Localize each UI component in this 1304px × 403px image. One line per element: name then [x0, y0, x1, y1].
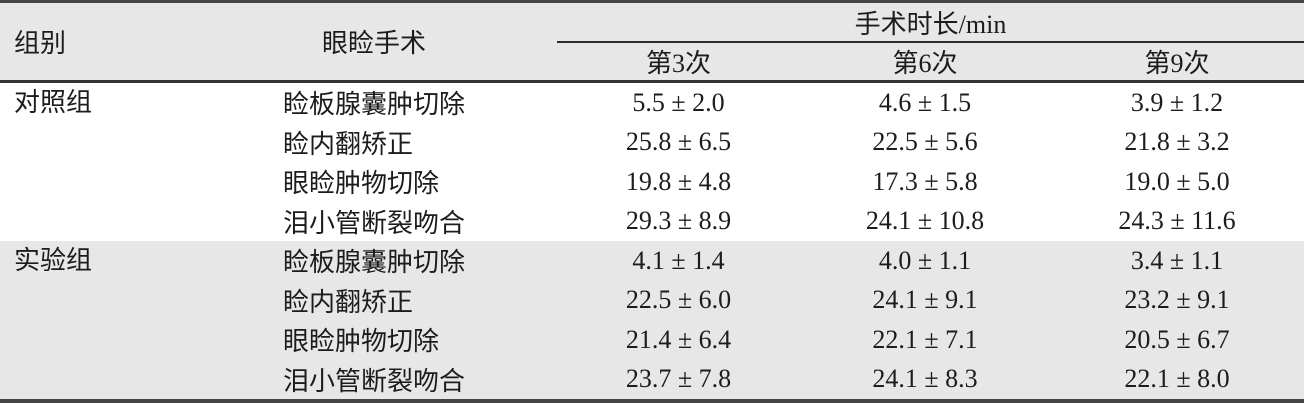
header-duration-spanner: 手术时长/min: [557, 1, 1304, 43]
value-cell: 23.7 ± 7.8: [557, 359, 800, 401]
value-cell: 22.1 ± 8.0: [1050, 359, 1304, 401]
surgery-cell: 睑板腺囊肿切除: [191, 240, 557, 281]
surgery-cell: 睑内翻矫正: [191, 122, 557, 162]
value-cell: 22.5 ± 5.6: [800, 122, 1050, 162]
surgery-cell: 泪小管断裂吻合: [191, 359, 557, 401]
surgery-cell: 泪小管断裂吻合: [191, 201, 557, 241]
value-cell: 5.5 ± 2.0: [557, 81, 800, 123]
table-row: 睑内翻矫正 22.5 ± 6.0 24.1 ± 9.1 23.2 ± 9.1: [0, 280, 1304, 320]
value-cell: 23.2 ± 9.1: [1050, 280, 1304, 320]
value-cell: 4.1 ± 1.4: [557, 240, 800, 281]
header-surgery: 眼睑手术: [191, 1, 557, 82]
table-row: 睑内翻矫正 25.8 ± 6.5 22.5 ± 5.6 21.8 ± 3.2: [0, 122, 1304, 162]
table-row: 眼睑肿物切除 19.8 ± 4.8 17.3 ± 5.8 19.0 ± 5.0: [0, 161, 1304, 202]
value-cell: 3.9 ± 1.2: [1050, 81, 1304, 123]
value-cell: 29.3 ± 8.9: [557, 201, 800, 241]
surgery-cell: 睑内翻矫正: [191, 280, 557, 320]
value-cell: 22.1 ± 7.1: [800, 319, 1050, 360]
value-cell: 22.5 ± 6.0: [557, 280, 800, 320]
header-trial-6: 第6次: [800, 42, 1050, 82]
header-trial-3: 第3次: [557, 42, 800, 82]
group-label: 实验组: [0, 240, 191, 401]
table-row: 实验组 睑板腺囊肿切除 4.1 ± 1.4 4.0 ± 1.1 3.4 ± 1.…: [0, 240, 1304, 401]
group-experimental: 实验组 睑板腺囊肿切除 4.1 ± 1.4 4.0 ± 1.1 3.4 ± 1.…: [0, 240, 1304, 401]
surgery-cell: 眼睑肿物切除: [191, 161, 557, 202]
value-cell: 24.3 ± 11.6: [1050, 201, 1304, 241]
header-row-spanner: 组别 眼睑手术 手术时长/min: [0, 1, 1304, 82]
table-row: 泪小管断裂吻合 23.7 ± 7.8 24.1 ± 8.3 22.1 ± 8.0: [0, 359, 1304, 401]
header-group: 组别: [0, 1, 191, 82]
surgery-cell: 睑板腺囊肿切除: [191, 81, 557, 123]
value-cell: 24.1 ± 8.3: [800, 359, 1050, 401]
value-cell: 17.3 ± 5.8: [800, 161, 1050, 202]
value-cell: 21.8 ± 3.2: [1050, 122, 1304, 162]
value-cell: 19.8 ± 4.8: [557, 161, 800, 202]
value-cell: 4.6 ± 1.5: [800, 81, 1050, 123]
group-label: 对照组: [0, 81, 191, 241]
value-cell: 3.4 ± 1.1: [1050, 240, 1304, 281]
value-cell: 19.0 ± 5.0: [1050, 161, 1304, 202]
value-cell: 24.1 ± 10.8: [800, 201, 1050, 241]
header-trial-9: 第9次: [1050, 42, 1304, 82]
value-cell: 25.8 ± 6.5: [557, 122, 800, 162]
header-row-subcols: 第3次 第6次 第9次: [0, 42, 1304, 82]
table-row: 对照组 睑板腺囊肿切除 5.5 ± 2.0 4.6 ± 1.5 3.9 ± 1.…: [0, 81, 1304, 241]
table-row: 眼睑肿物切除 21.4 ± 6.4 22.1 ± 7.1 20.5 ± 6.7: [0, 319, 1304, 360]
surgery-cell: 眼睑肿物切除: [191, 319, 557, 360]
value-cell: 24.1 ± 9.1: [800, 280, 1050, 320]
value-cell: 21.4 ± 6.4: [557, 319, 800, 360]
value-cell: 4.0 ± 1.1: [800, 240, 1050, 281]
table-row: 泪小管断裂吻合 29.3 ± 8.9 24.1 ± 10.8 24.3 ± 11…: [0, 201, 1304, 241]
value-cell: 20.5 ± 6.7: [1050, 319, 1304, 360]
group-control: 对照组 睑板腺囊肿切除 5.5 ± 2.0 4.6 ± 1.5 3.9 ± 1.…: [0, 81, 1304, 241]
table-header: 组别 眼睑手术 手术时长/min 第3次 第6次 第9次: [0, 1, 1304, 82]
